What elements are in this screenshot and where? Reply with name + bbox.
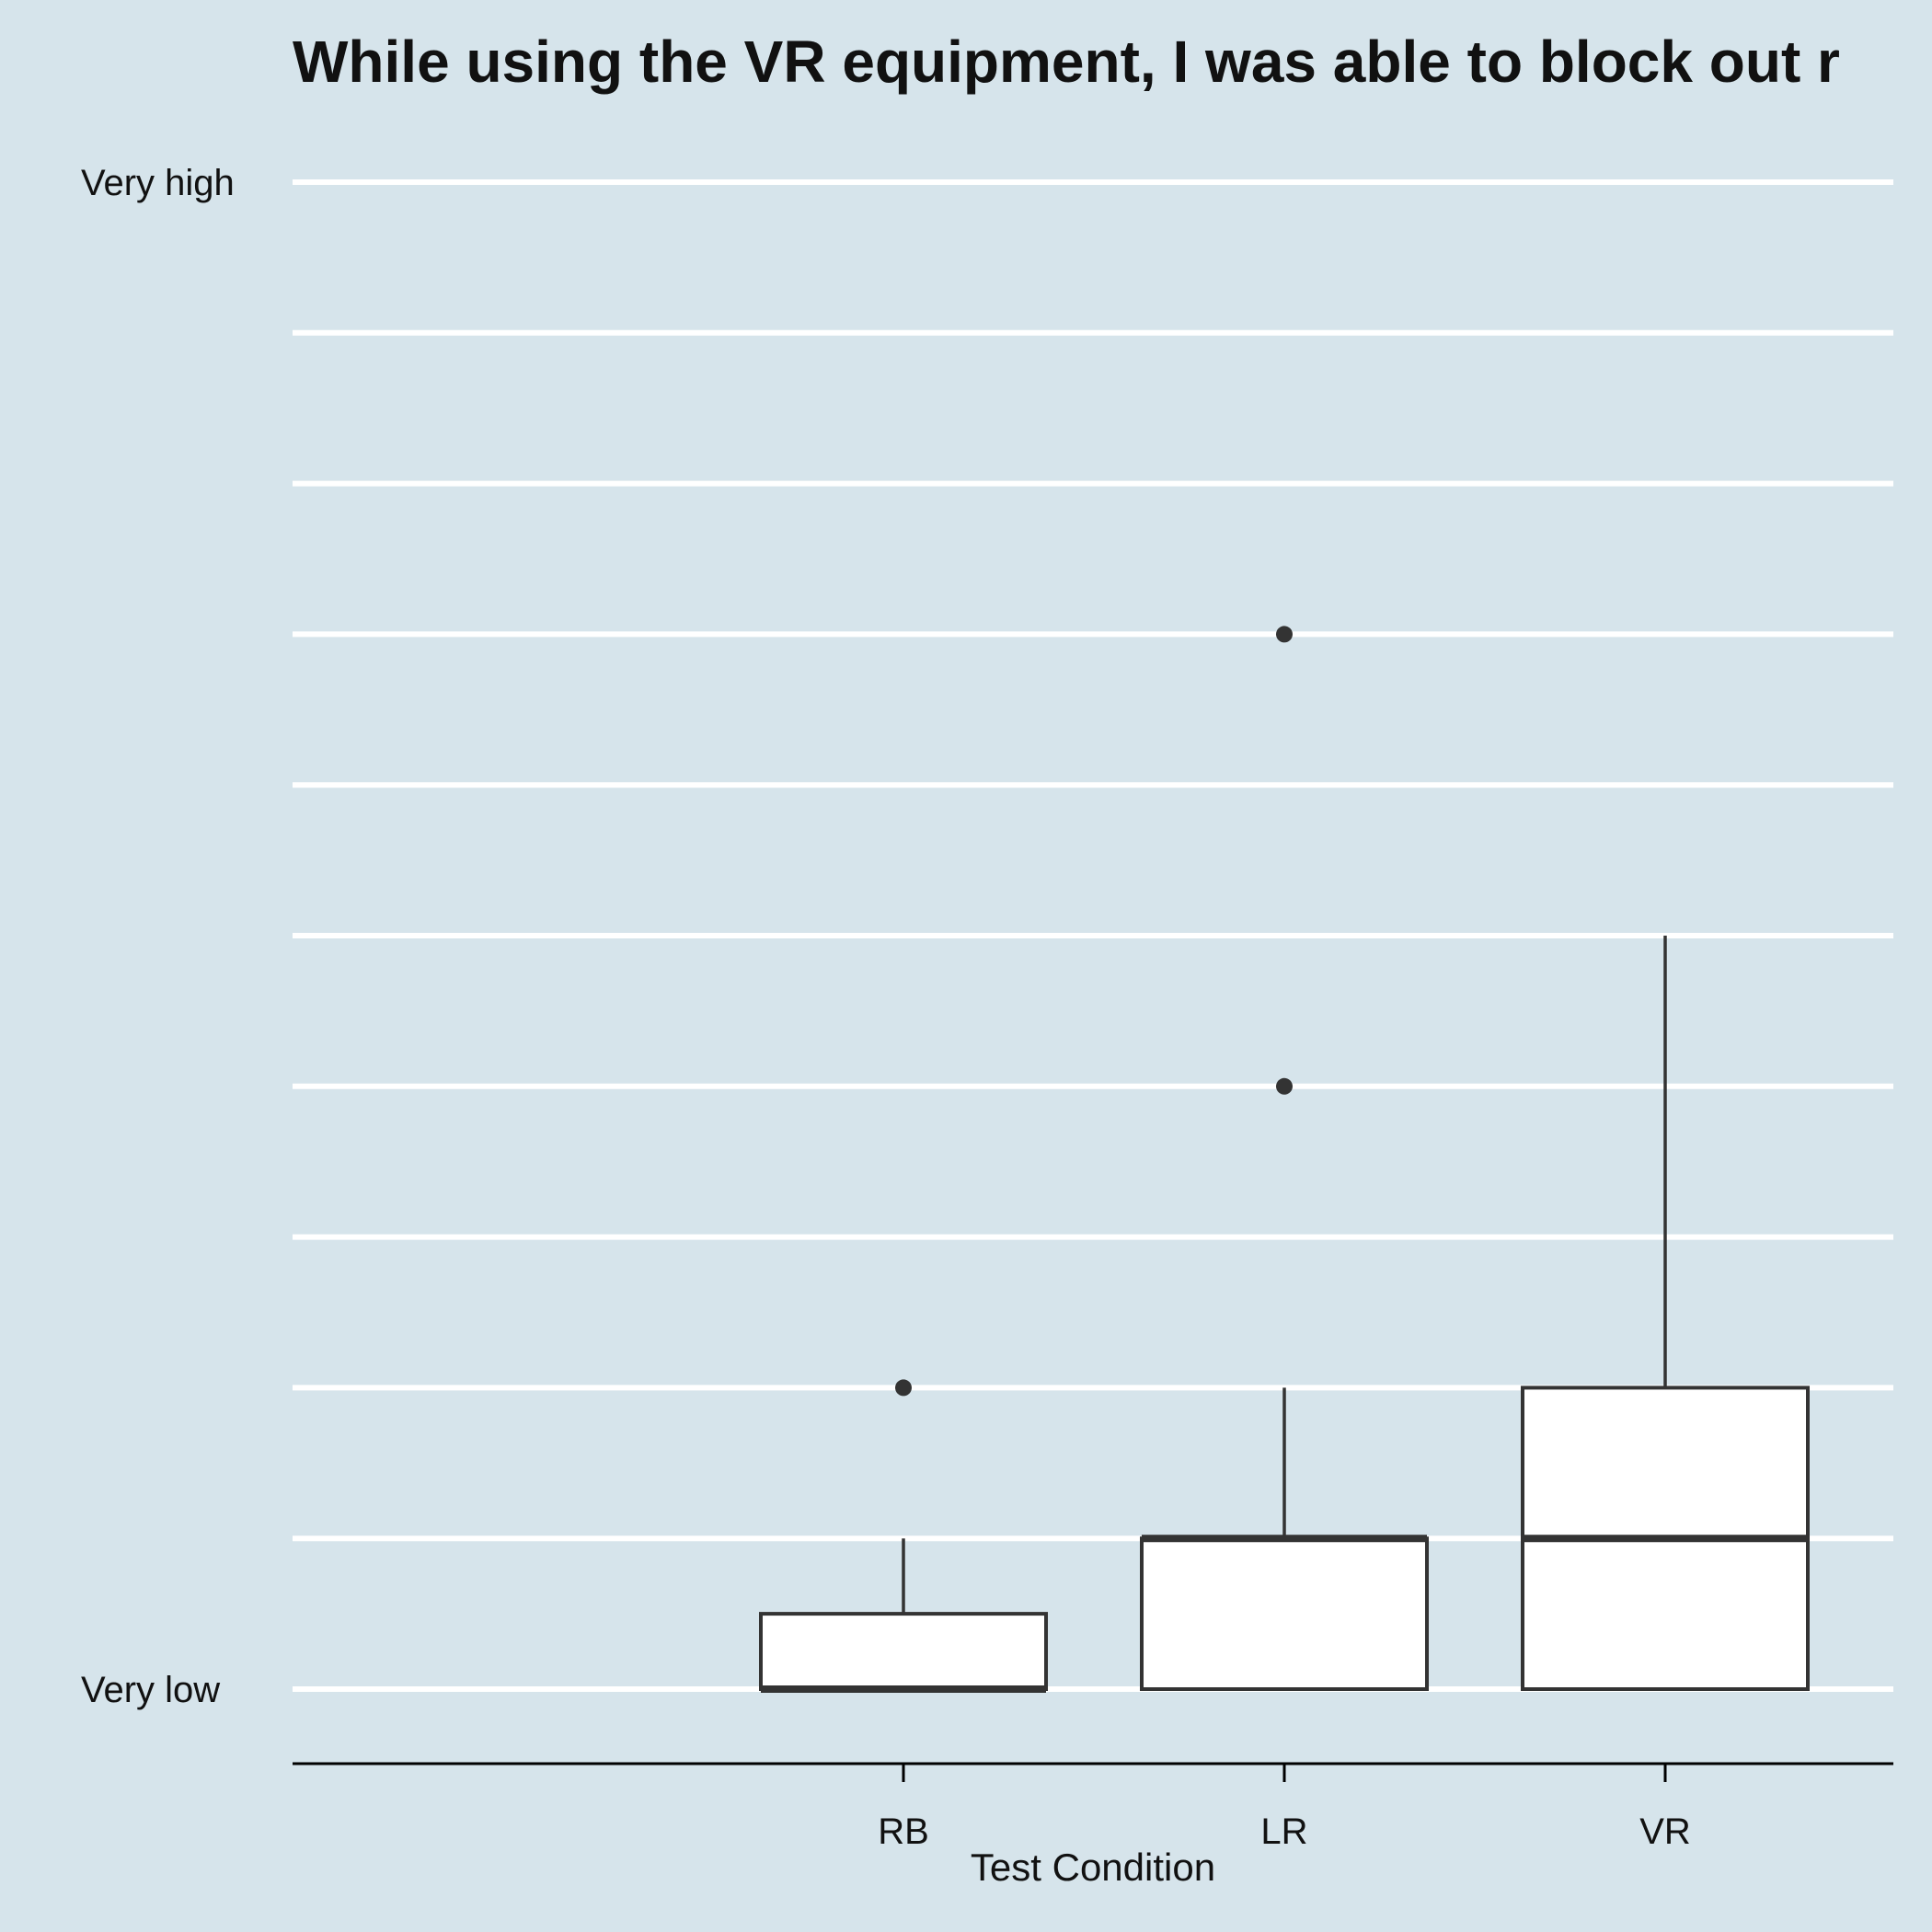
box-rb bbox=[759, 1612, 1048, 1691]
y-tick-label: Very high bbox=[81, 163, 235, 203]
x-axis-title: Test Condition bbox=[971, 1846, 1215, 1889]
outlier-point bbox=[1276, 626, 1293, 643]
y-tick-label: Very low bbox=[81, 1670, 220, 1710]
box-lr bbox=[1140, 1536, 1429, 1691]
x-tick-label: RB bbox=[878, 1811, 929, 1852]
x-tick-label: VR bbox=[1639, 1811, 1691, 1852]
x-tick-label: LR bbox=[1260, 1811, 1307, 1852]
outlier-point bbox=[1276, 1077, 1293, 1095]
outlier-point bbox=[895, 1379, 912, 1397]
chart-title: While using the VR equipment, I was able… bbox=[293, 29, 1840, 95]
